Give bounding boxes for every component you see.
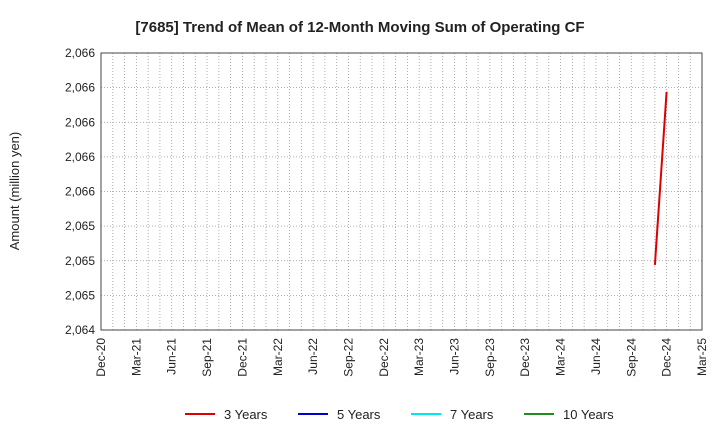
y-tick-label: 2,066 [65, 185, 95, 199]
y-tick-label: 2,066 [65, 115, 95, 129]
x-tick-label: Jun-24 [589, 338, 603, 375]
x-tick-label: Jun-21 [165, 338, 179, 375]
grid-lines [101, 53, 702, 330]
y-tick-label: 2,065 [65, 288, 95, 302]
x-tick-label: Sep-23 [483, 338, 497, 377]
legend-label: 5 Years [337, 407, 381, 422]
y-axis-label: Amount (million yen) [7, 132, 22, 251]
x-tick-label: Dec-20 [94, 338, 108, 377]
x-tick-label: Dec-24 [660, 338, 674, 377]
x-tick-label: Sep-22 [341, 338, 355, 377]
y-tick-label: 2,064 [65, 323, 95, 337]
x-tick-label: Mar-25 [695, 338, 709, 376]
x-tick-label: Dec-23 [518, 338, 532, 377]
chart-title: [7685] Trend of Mean of 12-Month Moving … [135, 19, 584, 36]
legend: 3 Years 5 Years 7 Years 10 Years [185, 407, 614, 422]
x-tick-label: Dec-22 [377, 338, 391, 377]
y-tick-labels: 2,066 2,066 2,066 2,066 2,066 2,065 2,065 2,065… [65, 46, 95, 337]
y-tick-label: 2,065 [65, 219, 95, 233]
x-tick-label: Mar-21 [129, 338, 143, 376]
y-tick-label: 2,065 [65, 254, 95, 268]
x-tick-label: Jun-23 [448, 338, 462, 375]
legend-label: 3 Years [224, 407, 268, 422]
x-tick-label: Sep-24 [624, 338, 638, 377]
x-tick-label: Jun-22 [306, 338, 320, 375]
series-line [653, 91, 668, 265]
plot-area-frame [100, 52, 703, 331]
x-tick-label: Mar-22 [271, 338, 285, 376]
y-tick-label: 2,066 [65, 81, 95, 95]
x-tick-label: Sep-21 [200, 338, 214, 377]
y-tick-label: 2,066 [65, 46, 95, 60]
x-tick-labels: Dec-20 Mar-21 Jun-21 Sep-21 Dec-21 Mar-22 Jun-… [94, 338, 709, 377]
legend-label: 7 Years [450, 407, 494, 422]
y-tick-label: 2,066 [65, 150, 95, 164]
x-tick-label: Mar-23 [412, 338, 426, 376]
x-tick-label: Dec-21 [235, 338, 249, 377]
series-lines [653, 91, 668, 265]
legend-label: 10 Years [563, 407, 614, 422]
x-tick-label: Mar-24 [554, 338, 568, 376]
